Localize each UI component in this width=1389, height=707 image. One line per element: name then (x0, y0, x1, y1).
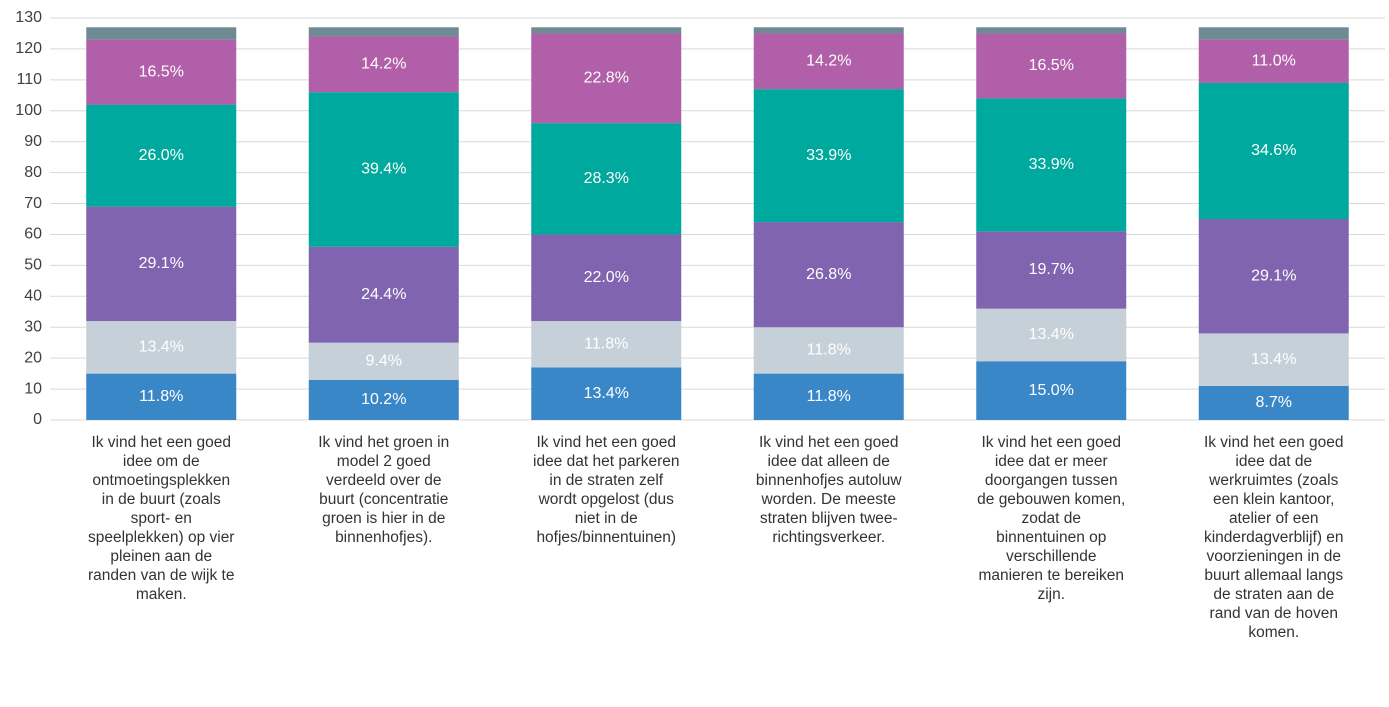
value-label: 16.5% (1029, 57, 1074, 74)
value-label: 15.0% (1029, 382, 1074, 399)
value-label: 28.3% (584, 170, 629, 187)
value-label: 16.5% (139, 63, 184, 80)
value-label: 10.2% (361, 391, 406, 408)
bar-segment (753, 373, 904, 420)
y-tick-label: 90 (24, 133, 42, 150)
value-label: 14.2% (361, 56, 406, 73)
value-label: 8.7% (1256, 394, 1292, 411)
bar-segment (308, 342, 459, 380)
value-label: 34.6% (1251, 142, 1296, 159)
bar-segment (531, 367, 682, 420)
bar-segment (1198, 27, 1349, 40)
bar-segment (976, 98, 1127, 232)
x-tick-label: Ik vind het een goed idee dat alleen de … (755, 434, 902, 546)
value-label: 26.0% (139, 147, 184, 164)
bar-segment (1198, 82, 1349, 219)
bar-segment (753, 27, 904, 34)
value-label: 22.0% (584, 269, 629, 286)
y-tick-label: 30 (24, 318, 42, 335)
y-tick-label: 100 (15, 102, 42, 119)
y-tick-label: 110 (16, 71, 42, 88)
bar-segment (976, 308, 1127, 362)
value-label: 14.2% (806, 53, 851, 70)
x-tick-label: Ik vind het een goed idee dat de werkrui… (1203, 434, 1344, 641)
value-label: 11.8% (139, 388, 183, 405)
y-tick-label: 40 (24, 288, 42, 305)
y-tick-label: 130 (15, 9, 42, 26)
x-tick-label: Ik vind het groen in model 2 goed verdee… (318, 434, 450, 546)
value-label: 33.9% (1029, 156, 1074, 173)
x-tick-label: Ik vind het een goed idee dat het parker… (533, 434, 680, 546)
value-label: 13.4% (584, 385, 629, 402)
bar-segment (1198, 39, 1349, 83)
bar-segment (531, 33, 682, 124)
bar-segment (308, 246, 459, 343)
y-tick-label: 120 (15, 40, 42, 57)
bar-segment (531, 123, 682, 235)
bar-segment (86, 39, 237, 105)
y-tick-label: 50 (24, 257, 42, 274)
value-label: 13.4% (139, 339, 184, 356)
value-label: 11.8% (807, 342, 851, 359)
value-label: 11.8% (807, 388, 851, 405)
bar-segment (308, 92, 459, 247)
value-label: 11.0% (1252, 53, 1296, 70)
x-tick-label: Ik vind het een goed idee om de ontmoeti… (88, 434, 235, 603)
x-tick-label: Ik vind het een goed idee dat er meer do… (977, 434, 1126, 603)
bar-segment (976, 33, 1127, 99)
value-label: 26.8% (806, 266, 851, 283)
value-label: 39.4% (361, 161, 406, 178)
bar-segment (86, 321, 237, 374)
value-label: 11.8% (584, 335, 628, 352)
y-tick-label: 20 (24, 349, 42, 366)
bar-segment (531, 321, 682, 368)
value-label: 29.1% (1251, 267, 1296, 284)
bar-segment (1198, 385, 1349, 420)
value-label: 13.4% (1029, 326, 1074, 343)
y-tick-label: 70 (24, 195, 42, 212)
bar-segment (976, 361, 1127, 420)
bar-segment (86, 206, 237, 322)
bar-segment (976, 231, 1127, 309)
bar-segment (86, 373, 237, 420)
value-label: 29.1% (139, 255, 184, 272)
bar-segment (308, 379, 459, 420)
y-tick-label: 80 (24, 164, 42, 181)
value-label: 9.4% (366, 352, 402, 369)
value-label: 33.9% (806, 147, 851, 164)
bar-segment (531, 234, 682, 322)
bar-segment (753, 222, 904, 328)
bar-segment (308, 27, 459, 37)
value-label: 22.8% (584, 70, 629, 87)
y-tick-label: 0 (33, 411, 42, 428)
bar-segment (86, 104, 237, 207)
value-label: 24.4% (361, 286, 406, 303)
bar-segment (1198, 219, 1349, 334)
bar-segment (1198, 333, 1349, 386)
bar-segment (753, 89, 904, 223)
bar-segment (531, 27, 682, 34)
y-tick-label: 10 (24, 380, 42, 397)
bar-segment (976, 27, 1127, 34)
bar-segment (753, 33, 904, 90)
y-tick-label: 60 (24, 226, 42, 243)
value-label: 13.4% (1251, 351, 1296, 368)
value-label: 19.7% (1029, 261, 1074, 278)
bar-segment (86, 27, 237, 40)
bar-segment (753, 327, 904, 374)
bar-segment (308, 36, 459, 93)
